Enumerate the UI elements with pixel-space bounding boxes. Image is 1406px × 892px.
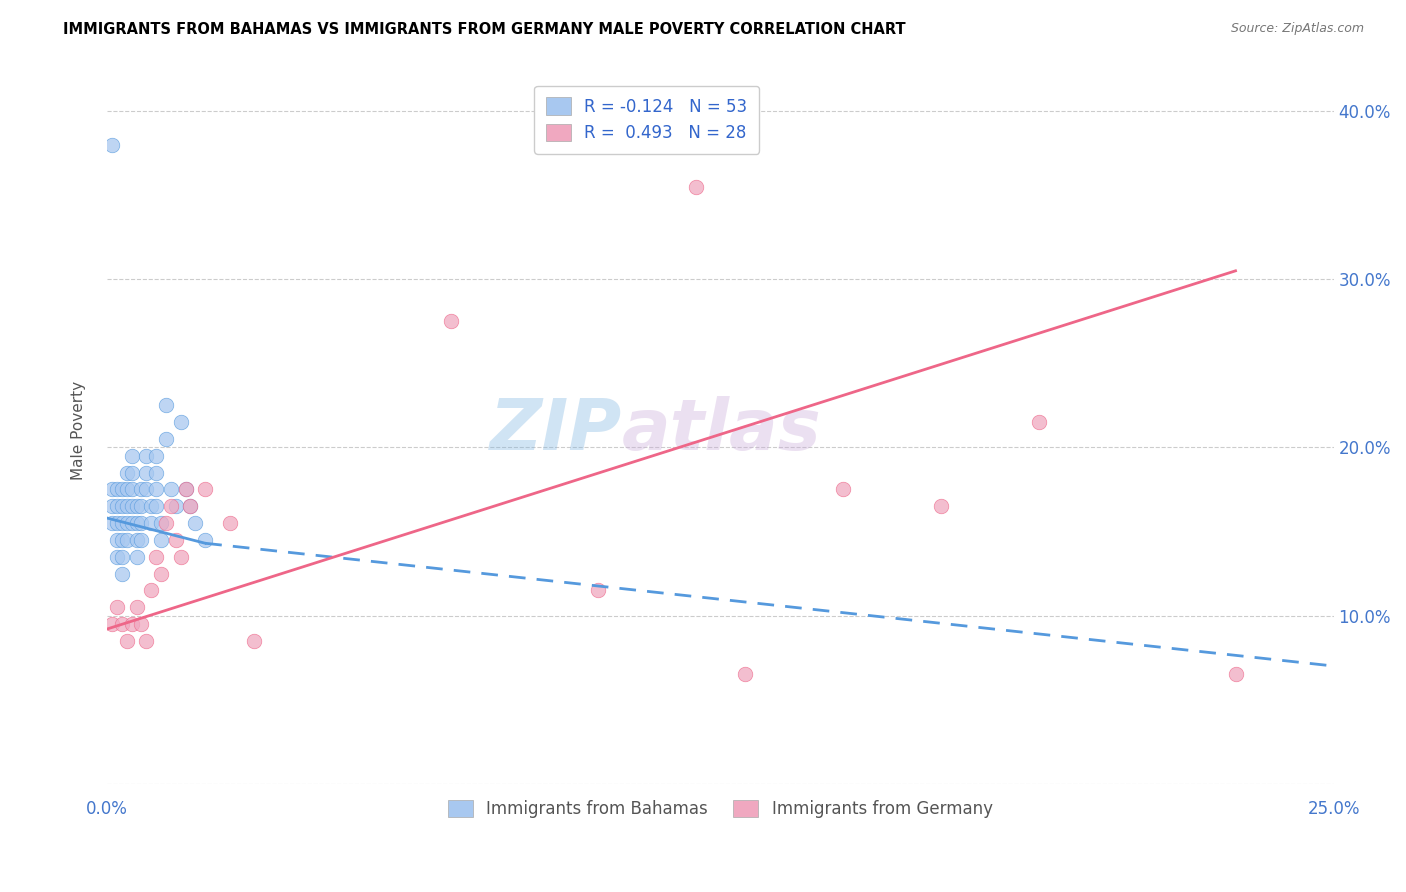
Point [165, 533, 187, 547]
Point [150, 516, 173, 530]
Point [101, 516, 124, 530]
Point [194, 533, 217, 547]
Point [131, 483, 153, 497]
Point [101, 137, 124, 152]
Point [111, 483, 134, 497]
Point [115, 516, 138, 530]
Point [121, 617, 143, 632]
Point [131, 533, 153, 547]
Point [685, 179, 707, 194]
Point [125, 500, 148, 514]
Point [145, 449, 167, 463]
Point [141, 516, 163, 530]
Point [125, 549, 148, 564]
Point [121, 516, 143, 530]
Point [832, 483, 855, 497]
Point [105, 600, 128, 615]
Point [141, 583, 163, 598]
Point [101, 500, 124, 514]
Y-axis label: Male Poverty: Male Poverty [72, 381, 86, 480]
Point [131, 500, 153, 514]
Point [135, 483, 157, 497]
Point [121, 500, 143, 514]
Point [115, 500, 138, 514]
Point [145, 483, 167, 497]
Point [734, 667, 756, 681]
Point [115, 466, 138, 480]
Point [125, 516, 148, 530]
Point [194, 483, 217, 497]
Point [115, 483, 138, 497]
Point [111, 617, 134, 632]
Point [243, 633, 266, 648]
Text: IMMIGRANTS FROM BAHAMAS VS IMMIGRANTS FROM GERMANY MALE POVERTY CORRELATION CHAR: IMMIGRANTS FROM BAHAMAS VS IMMIGRANTS FR… [63, 22, 905, 37]
Point [111, 533, 134, 547]
Point [111, 566, 134, 581]
Point [179, 500, 201, 514]
Text: Source: ZipAtlas.com: Source: ZipAtlas.com [1230, 22, 1364, 36]
Point [586, 583, 609, 598]
Point [101, 483, 124, 497]
Point [169, 549, 191, 564]
Point [111, 549, 134, 564]
Point [165, 500, 187, 514]
Point [1225, 667, 1247, 681]
Point [155, 398, 177, 412]
Legend: Immigrants from Bahamas, Immigrants from Germany: Immigrants from Bahamas, Immigrants from… [441, 793, 1000, 825]
Point [169, 415, 191, 429]
Point [131, 617, 153, 632]
Point [179, 500, 201, 514]
Point [105, 549, 128, 564]
Point [145, 500, 167, 514]
Point [121, 466, 143, 480]
Point [135, 633, 157, 648]
Point [145, 549, 167, 564]
Point [121, 449, 143, 463]
Point [105, 533, 128, 547]
Point [111, 516, 134, 530]
Text: ZIP: ZIP [489, 396, 623, 465]
Point [160, 500, 183, 514]
Point [105, 516, 128, 530]
Point [174, 483, 197, 497]
Point [105, 483, 128, 497]
Point [174, 483, 197, 497]
Point [115, 533, 138, 547]
Point [929, 500, 952, 514]
Point [101, 617, 124, 632]
Point [439, 314, 461, 328]
Point [155, 432, 177, 446]
Point [135, 449, 157, 463]
Point [115, 633, 138, 648]
Point [155, 516, 177, 530]
Point [184, 516, 207, 530]
Point [145, 466, 167, 480]
Text: atlas: atlas [623, 396, 823, 465]
Point [111, 500, 134, 514]
Point [150, 533, 173, 547]
Point [160, 483, 183, 497]
Point [1028, 415, 1050, 429]
Point [131, 516, 153, 530]
Point [150, 566, 173, 581]
Point [125, 600, 148, 615]
Point [121, 483, 143, 497]
Point [218, 516, 240, 530]
Point [105, 500, 128, 514]
Point [141, 500, 163, 514]
Point [135, 466, 157, 480]
Point [125, 533, 148, 547]
